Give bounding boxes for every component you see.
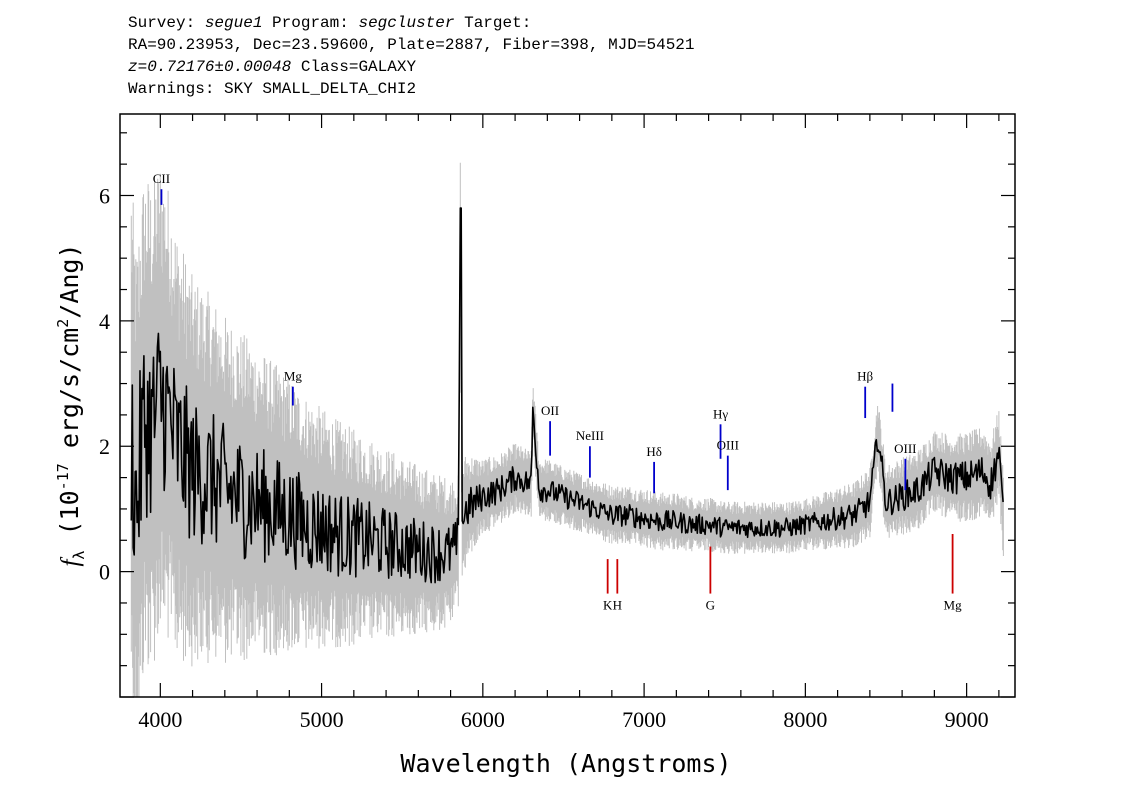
- line-marker-label-1: Mg: [284, 369, 303, 384]
- x-tick-label: 5000: [300, 707, 344, 732]
- header-line-redshift: z=0.72176±0.00048 Class=GALAXY: [128, 56, 695, 78]
- y-tick-label: 2: [99, 434, 110, 459]
- survey-name: segue1: [204, 14, 263, 32]
- line-marker-label-0: CII: [153, 171, 170, 186]
- plot-frame: [119, 113, 1016, 698]
- header-line-coordinates: RA=90.23953, Dec=23.59600, Plate=2887, F…: [128, 36, 695, 54]
- spectrum-header: Survey: segue1 Program: segcluster Targe…: [128, 12, 695, 100]
- line-marker-label-3: NeIII: [576, 428, 604, 443]
- axis-labels-layer: Wavelength (Angstroms) fλ (10-17 erg/s/c…: [54, 243, 732, 778]
- redshift-value: z=0.72176±0.00048: [128, 58, 292, 76]
- plot-layer: CII Mg OII NeIII Hδ Hγ OIII Hβ OIII K H G Mg: [130, 162, 1004, 697]
- class-value: Class=GALAXY: [300, 58, 417, 76]
- y-tick-label: 6: [99, 183, 110, 208]
- axes-layer: 4000 5000 6000 7000 8000 9000 0 2 4 6: [99, 113, 1016, 732]
- x-tick-label: 4000: [138, 707, 182, 732]
- program-name: segcluster: [358, 14, 455, 32]
- header-line-survey: Survey: segue1 Program: segcluster Targe…: [128, 12, 695, 34]
- x-tick-label: 6000: [461, 707, 505, 732]
- line-marker-label-13: Mg: [944, 598, 963, 613]
- error-band: [130, 162, 1004, 697]
- line-marker-label-11: H: [613, 598, 622, 613]
- y-axis-label: fλ (10-17 erg/s/cm2/Ang): [54, 243, 88, 566]
- line-marker-label-4: Hδ: [646, 444, 662, 459]
- line-marker-label-5: Hγ: [713, 406, 728, 421]
- flux-spectrum-line: [130, 207, 1004, 584]
- target-label: Target:: [464, 14, 532, 32]
- line-marker-label-2: OII: [541, 403, 559, 418]
- line-marker-label-12: G: [706, 598, 715, 613]
- x-tick-label: 8000: [783, 707, 827, 732]
- header-line-warnings: Warnings: SKY SMALL_DELTA_CHI2: [128, 80, 417, 98]
- line-marker-label-10: K: [603, 598, 613, 613]
- line-marker-label-9: OIII: [894, 441, 916, 456]
- program-label: Program:: [272, 14, 349, 32]
- survey-label: Survey:: [128, 14, 196, 32]
- y-tick-label: 0: [99, 560, 110, 585]
- x-tick-label: 9000: [945, 707, 989, 732]
- line-marker-label-6: OIII: [717, 438, 739, 453]
- x-axis-label: Wavelength (Angstroms): [400, 749, 731, 778]
- line-marker-label-7: Hβ: [857, 369, 873, 384]
- y-tick-label: 4: [99, 309, 110, 334]
- x-tick-label: 7000: [622, 707, 666, 732]
